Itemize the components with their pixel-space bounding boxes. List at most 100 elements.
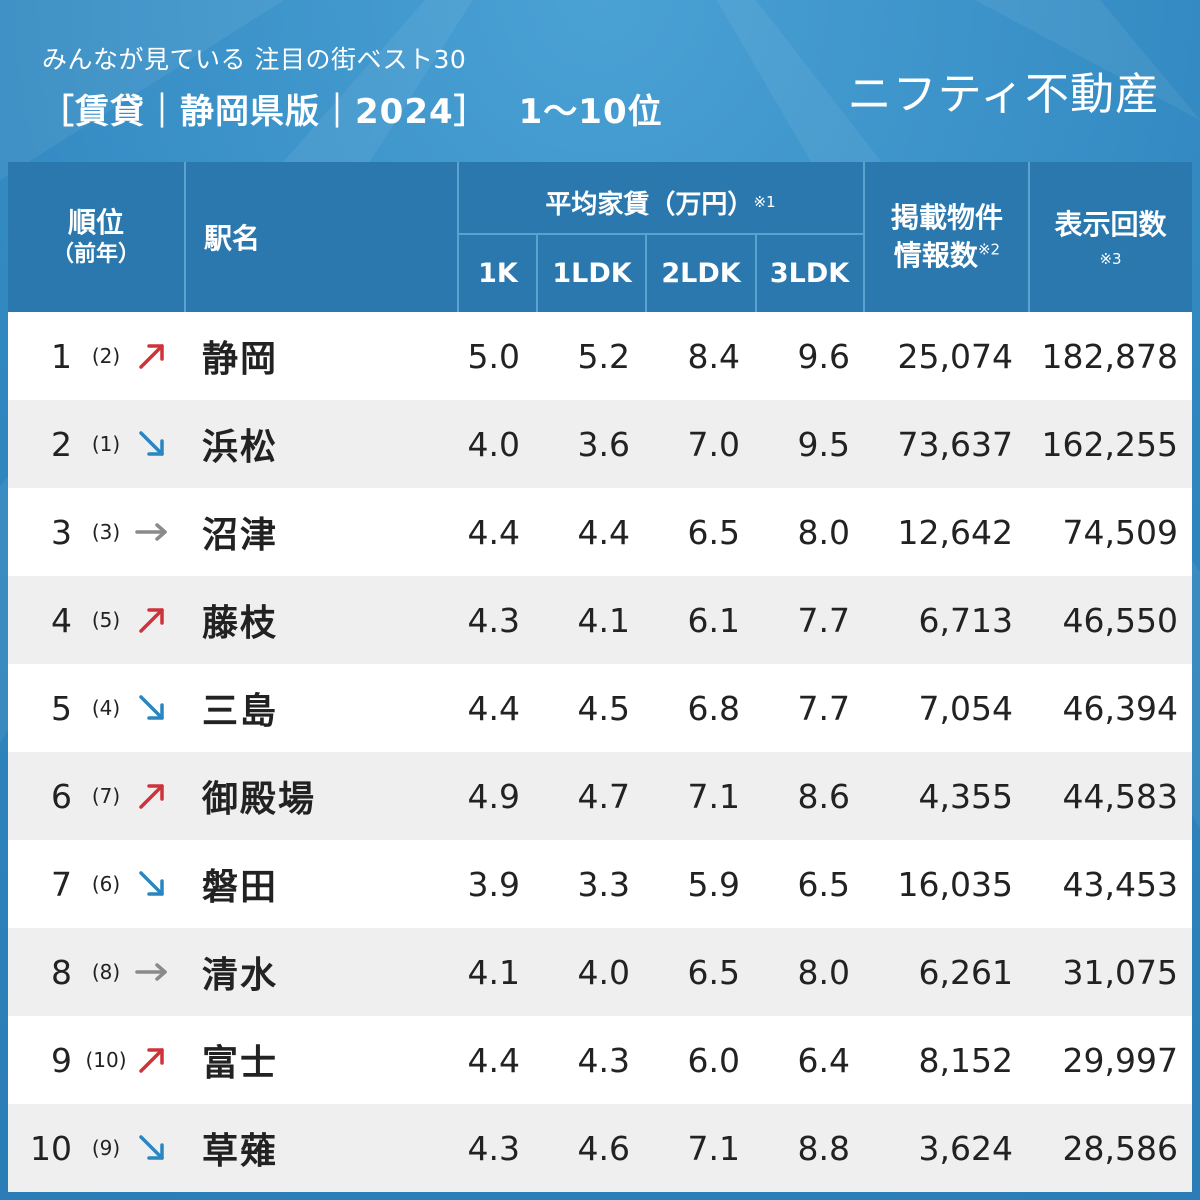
rent-1ldk: 3.6 xyxy=(577,424,630,464)
rank: 5 xyxy=(51,688,72,728)
rent-2ldk: 7.0 xyxy=(687,424,740,464)
rank: 8 xyxy=(51,952,72,992)
page-subtitle: みんなが見ている 注目の街ベスト30 xyxy=(42,45,467,74)
rent-3ldk: 9.6 xyxy=(797,336,850,376)
arrow-up-right-icon xyxy=(132,312,172,400)
header-listings-line1: 掲載物件 xyxy=(890,201,1003,235)
rent-1ldk: 4.3 xyxy=(577,1040,630,1080)
rank: 6 xyxy=(51,776,72,816)
rent-1k: 4.4 xyxy=(467,512,520,552)
station-name: 磐田 xyxy=(202,867,279,908)
title-text: ［賃貸｜静岡県版｜2024］ xyxy=(40,92,489,132)
header-divider xyxy=(457,162,459,312)
header-listings-note: ※2 xyxy=(977,240,1001,259)
views-count: 31,075 xyxy=(1062,952,1178,992)
header-station: 駅名 xyxy=(204,222,261,255)
arrow-right-icon xyxy=(132,928,172,1016)
header-avg-rent: 平均家賃（万円） ※1 xyxy=(458,172,863,232)
previous-rank: (10) xyxy=(85,1048,127,1072)
rank: 7 xyxy=(51,864,72,904)
station-name: 沼津 xyxy=(202,515,279,556)
listings-count: 16,035 xyxy=(897,864,1013,904)
rent-1k: 4.3 xyxy=(467,600,520,640)
station-name: 浜松 xyxy=(202,427,279,468)
station-name: 藤枝 xyxy=(202,603,279,644)
views-count: 74,509 xyxy=(1062,512,1178,552)
rent-1k: 4.9 xyxy=(467,776,520,816)
listings-count: 6,713 xyxy=(918,600,1013,640)
listings-count: 6,261 xyxy=(918,952,1013,992)
station-name: 御殿場 xyxy=(202,779,317,820)
rent-2ldk: 6.5 xyxy=(687,952,740,992)
rank: 1 xyxy=(51,336,72,376)
views-count: 43,453 xyxy=(1062,864,1178,904)
rent-1ldk: 4.6 xyxy=(577,1128,630,1168)
previous-rank: (2) xyxy=(91,344,121,368)
header-rank: 順位 （前年） xyxy=(8,162,184,312)
rent-3ldk: 8.8 xyxy=(797,1128,850,1168)
arrow-down-right-icon xyxy=(132,840,172,928)
rank: 10 xyxy=(30,1128,72,1168)
rent-1k: 4.4 xyxy=(467,688,520,728)
station-name: 三島 xyxy=(202,691,279,732)
header-views-label: 表示回数 xyxy=(1054,207,1167,241)
table-row: 2 (1) 浜松 4.0 3.6 7.0 9.5 73,637 162,255 xyxy=(8,400,1192,488)
rent-1ldk: 4.0 xyxy=(577,952,630,992)
rent-2ldk: 7.1 xyxy=(687,1128,740,1168)
header-divider xyxy=(1028,162,1030,312)
previous-rank: (8) xyxy=(91,960,121,984)
station-name: 清水 xyxy=(202,955,279,996)
title-range: 1〜10位 xyxy=(518,92,663,132)
rent-1ldk: 4.4 xyxy=(577,512,630,552)
listings-count: 73,637 xyxy=(897,424,1013,464)
rent-1k: 4.3 xyxy=(467,1128,520,1168)
arrow-down-right-icon xyxy=(132,400,172,488)
views-count: 46,550 xyxy=(1062,600,1178,640)
arrow-up-right-icon xyxy=(132,752,172,840)
header-listings: 掲載物件 情報数※2 xyxy=(865,162,1029,312)
previous-rank: (6) xyxy=(91,872,121,896)
table-row: 10 (9) 草薙 4.3 4.6 7.1 8.8 3,624 28,586 xyxy=(8,1104,1192,1192)
listings-count: 3,624 xyxy=(918,1128,1013,1168)
rent-3ldk: 9.5 xyxy=(797,424,850,464)
table-row: 8 (8) 清水 4.1 4.0 6.5 8.0 6,261 31,075 xyxy=(8,928,1192,1016)
rank: 2 xyxy=(51,424,72,464)
ranking-table: 順位 （前年） 駅名 平均家賃（万円） ※1 1K 1LDK 2LDK 3LDK … xyxy=(8,162,1192,1192)
rent-1k: 5.0 xyxy=(467,336,520,376)
header-avg-rent-note: ※1 xyxy=(753,193,776,211)
header-views-note: ※3 xyxy=(1099,250,1122,269)
table-body: 1 (2) 静岡 5.0 5.2 8.4 9.6 25,074 182,878 2 (1) 浜松 4.0… xyxy=(8,312,1192,1192)
arrow-up-right-icon xyxy=(132,1016,172,1104)
arrow-down-right-icon xyxy=(132,1104,172,1192)
rent-3ldk: 7.7 xyxy=(797,600,850,640)
views-count: 46,394 xyxy=(1062,688,1178,728)
listings-count: 7,054 xyxy=(918,688,1013,728)
previous-rank: (9) xyxy=(91,1136,121,1160)
station-name: 富士 xyxy=(202,1043,279,1084)
rent-2ldk: 7.1 xyxy=(687,776,740,816)
arrow-down-right-icon xyxy=(132,664,172,752)
header-divider xyxy=(755,234,757,312)
rent-3ldk: 6.5 xyxy=(797,864,850,904)
previous-rank: (1) xyxy=(91,432,121,456)
rent-1ldk: 4.5 xyxy=(577,688,630,728)
rent-1k: 4.0 xyxy=(467,424,520,464)
header-divider xyxy=(645,234,647,312)
header-2ldk: 2LDK xyxy=(661,257,741,289)
table-row: 7 (6) 磐田 3.9 3.3 5.9 6.5 16,035 43,453 xyxy=(8,840,1192,928)
header-views: 表示回数 ※3 xyxy=(1029,162,1192,312)
rent-1k: 4.4 xyxy=(467,1040,520,1080)
listings-count: 4,355 xyxy=(918,776,1013,816)
table-row: 4 (5) 藤枝 4.3 4.1 6.1 7.7 6,713 46,550 xyxy=(8,576,1192,664)
station-name: 静岡 xyxy=(202,339,279,380)
brand-logo: ニフティ不動産 xyxy=(847,69,1160,120)
previous-rank: (4) xyxy=(91,696,121,720)
rent-2ldk: 8.4 xyxy=(687,336,740,376)
header-1k: 1K xyxy=(478,257,518,289)
station-name: 草薙 xyxy=(202,1131,279,1172)
rent-1ldk: 4.1 xyxy=(577,600,630,640)
views-count: 28,586 xyxy=(1062,1128,1178,1168)
rent-2ldk: 5.9 xyxy=(687,864,740,904)
table-header: 順位 （前年） 駅名 平均家賃（万円） ※1 1K 1LDK 2LDK 3LDK … xyxy=(8,162,1192,312)
rent-1k: 4.1 xyxy=(467,952,520,992)
